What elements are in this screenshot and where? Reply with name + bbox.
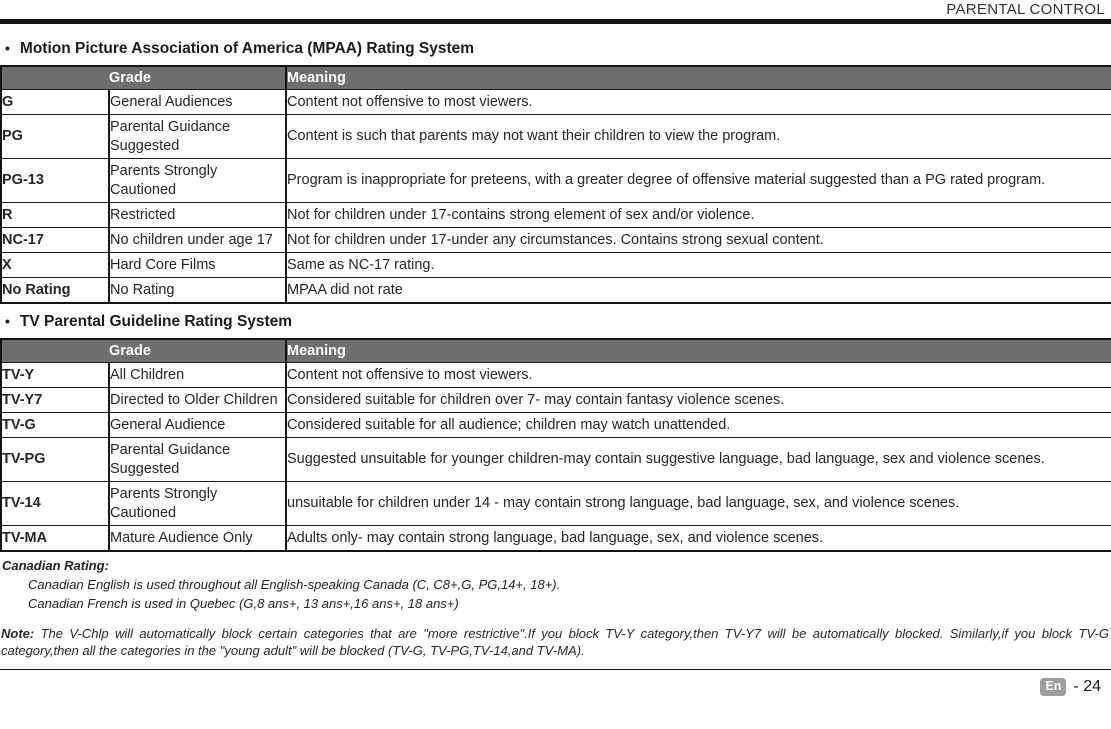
grade-cell: All Children — [109, 362, 287, 388]
meaning-cell: unsuitable for children under 14 - may c… — [286, 481, 1111, 526]
grade-cell: General Audiences — [109, 89, 287, 115]
header-cell-grade: Grade — [109, 66, 286, 90]
meaning-cell: Program is inappropriate for preteens, w… — [286, 158, 1111, 203]
grade-cell: Parental Guidance Suggested — [109, 114, 287, 159]
rating-code-cell: PG-13 — [1, 158, 110, 203]
table-row: TV-MA Mature Audience Only Adults only- … — [1, 525, 1111, 551]
table-row: TV-Y7 Directed to Older Children Conside… — [1, 387, 1111, 413]
rating-code-cell: TV-G — [1, 412, 110, 438]
rating-code-cell: TV-14 — [1, 481, 110, 526]
rating-code-cell: TV-Y7 — [1, 387, 110, 413]
table-row: X Hard Core Films Same as NC-17 rating. — [1, 252, 1111, 278]
meaning-cell: Content is such that parents may not wan… — [286, 114, 1111, 159]
header-cell-meaning: Meaning — [285, 66, 1111, 90]
meaning-cell: Content not offensive to most viewers. — [286, 89, 1111, 115]
table-header-row: Grade Meaning — [1, 66, 1111, 90]
section-heading-tv-guideline: • TV Parental Guideline Rating System — [5, 313, 1111, 331]
rating-code-cell: TV-Y — [1, 362, 110, 388]
bullet-icon: • — [5, 40, 10, 56]
mpaa-rating-table: Grade Meaning G General Audiences Conten… — [0, 65, 1111, 304]
rating-code-cell: TV-PG — [1, 437, 110, 482]
note-text: The V-Chlp will automatically block cert… — [1, 626, 1109, 658]
section-heading-text: TV Parental Guideline Rating System — [19, 313, 293, 330]
table-header-row: Grade Meaning — [1, 339, 1111, 363]
page-footer: En - 24 — [0, 678, 1111, 696]
meaning-cell: Not for children under 17-under any circ… — [286, 227, 1111, 253]
meaning-cell: Content not offensive to most viewers. — [286, 362, 1111, 388]
grade-cell: Hard Core Films — [109, 252, 287, 278]
canadian-rating-block: Canadian Rating: Canadian English is use… — [2, 556, 1111, 613]
grade-cell: Parents Strongly Cautioned — [109, 158, 287, 203]
grade-cell: Restricted — [109, 202, 287, 228]
table-row: TV-G General Audience Considered suitabl… — [1, 412, 1111, 438]
rating-code-cell: TV-MA — [1, 525, 110, 551]
rating-code-cell: NC-17 — [1, 227, 110, 253]
meaning-cell: Not for children under 17-contains stron… — [286, 202, 1111, 228]
canadian-rating-title: Canadian Rating: — [2, 558, 109, 573]
language-badge: En — [1040, 678, 1067, 696]
grade-cell: Directed to Older Children — [109, 387, 287, 413]
rating-code-cell: R — [1, 202, 110, 228]
table-row: G General Audiences Content not offensiv… — [1, 89, 1111, 115]
table-row: PG-13 Parents Strongly Cautioned Program… — [1, 158, 1111, 203]
table-row: PG Parental Guidance Suggested Content i… — [1, 114, 1111, 159]
rating-code-cell: PG — [1, 114, 110, 159]
meaning-cell: Same as NC-17 rating. — [286, 252, 1111, 278]
note-label: Note: — [1, 626, 35, 641]
meaning-cell: Adults only- may contain strong language… — [286, 525, 1111, 551]
canadian-rating-line-french: Canadian French is used in Quebec (G,8 a… — [28, 596, 459, 611]
table-row: No Rating No Rating MPAA did not rate — [1, 277, 1111, 303]
vchip-note: Note: The V-Chlp will automatically bloc… — [1, 626, 1111, 659]
tv-guideline-rating-table: Grade Meaning TV-Y All Children Content … — [0, 338, 1111, 552]
meaning-cell: Considered suitable for all audience; ch… — [286, 412, 1111, 438]
page-number: - 24 — [1073, 678, 1101, 695]
table-row: NC-17 No children under age 17 Not for c… — [1, 227, 1111, 253]
grade-cell: Parents Strongly Cautioned — [109, 481, 287, 526]
canadian-rating-line-english: Canadian English is used throughout all … — [28, 577, 561, 592]
header-cell-meaning: Meaning — [285, 339, 1111, 363]
table-row: TV-PG Parental Guidance Suggested Sugges… — [1, 437, 1111, 482]
table-row: TV-Y All Children Content not offensive … — [1, 362, 1111, 388]
table-row: TV-14 Parents Strongly Cautioned unsuita… — [1, 481, 1111, 526]
grade-cell: General Audience — [109, 412, 287, 438]
rating-code-cell: X — [1, 252, 110, 278]
grade-cell: No Rating — [109, 277, 287, 303]
header-cell-empty — [1, 339, 109, 363]
section-heading-text: Motion Picture Association of America (M… — [19, 40, 475, 57]
meaning-cell: Suggested unsuitable for younger childre… — [286, 437, 1111, 482]
grade-cell: Parental Guidance Suggested — [109, 437, 287, 482]
table-row: R Restricted Not for children under 17-c… — [1, 202, 1111, 228]
grade-cell: No children under age 17 — [109, 227, 287, 253]
section-heading-mpaa: • Motion Picture Association of America … — [5, 40, 1111, 58]
footer-divider-line — [0, 669, 1111, 670]
page-header-title: PARENTAL CONTROL — [946, 1, 1105, 18]
rating-code-cell: G — [1, 89, 110, 115]
meaning-cell: Considered suitable for children over 7-… — [286, 387, 1111, 413]
header-cell-empty — [1, 66, 109, 90]
header-cell-grade: Grade — [109, 339, 286, 363]
grade-cell: Mature Audience Only — [109, 525, 287, 551]
meaning-cell: MPAA did not rate — [286, 277, 1111, 303]
header-divider-bar — [0, 19, 1111, 24]
rating-code-cell: No Rating — [1, 277, 110, 303]
bullet-icon: • — [5, 313, 10, 329]
